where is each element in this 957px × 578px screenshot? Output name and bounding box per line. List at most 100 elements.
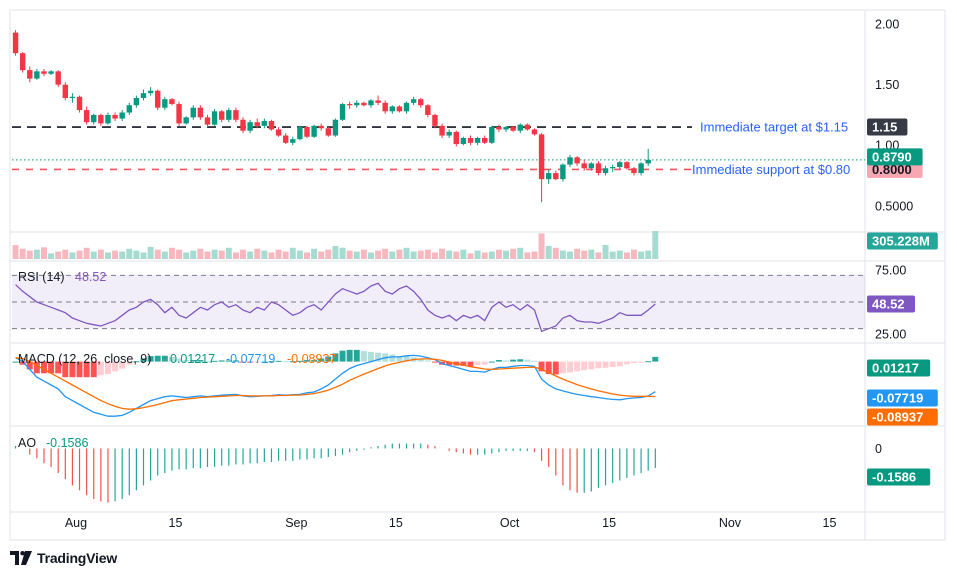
candle-body — [410, 99, 417, 103]
rsi-pane — [12, 274, 865, 333]
macd-histogram-bar — [119, 361, 126, 369]
macd-histogram-bar — [538, 361, 545, 372]
candle-body — [226, 110, 232, 120]
candle-body — [12, 32, 19, 54]
last-price-badge-bg — [867, 148, 923, 166]
macd-signal-badge-bg — [867, 408, 938, 426]
candle-body — [368, 100, 374, 106]
macd-histogram-bar — [332, 353, 339, 362]
macd-histogram-bar — [581, 361, 588, 371]
volume-bar — [211, 249, 218, 259]
volume-badge: 305.228M — [867, 232, 938, 250]
tradingview-logo-icon — [10, 551, 32, 565]
labels: Immediate target at $1.15 1.15 Immediate s… — [18, 118, 938, 486]
candle-body — [190, 107, 196, 118]
volume-bar — [367, 252, 374, 259]
price-tick-label: 1.50 — [875, 78, 899, 92]
macd-histogram-bar — [190, 360, 197, 362]
candle-body — [553, 173, 559, 180]
candle-body — [261, 121, 268, 126]
candle-body — [439, 125, 445, 136]
candle-body — [446, 131, 452, 136]
macd-histogram-bar — [240, 361, 247, 363]
volume-bar — [446, 250, 453, 259]
candle-body — [62, 84, 69, 98]
macd-histogram-bar — [481, 361, 488, 365]
candle-body — [567, 157, 573, 165]
volume-badge-text: 305.228M — [872, 234, 930, 249]
candle-body — [638, 163, 644, 174]
candle-body — [282, 135, 289, 143]
macd-histogram-bar — [396, 356, 403, 362]
volume-bar — [282, 251, 289, 259]
volume-bar — [652, 231, 659, 259]
candle-body — [453, 131, 459, 145]
volume-bar — [375, 250, 382, 259]
macd-value: -0.07719 — [226, 352, 275, 366]
candle-body — [403, 102, 410, 112]
rsi-badge-bg — [867, 295, 915, 313]
macd-hist-badge: 0.01217 — [867, 359, 931, 377]
volume-bar — [197, 248, 204, 259]
macd-histogram-bar — [325, 356, 332, 362]
candle-body — [581, 163, 587, 169]
volume-pane — [12, 231, 659, 259]
time-tick-label: Sep — [285, 516, 307, 530]
volume-bar — [204, 251, 211, 259]
brand-name: TradingView — [37, 550, 118, 566]
macd-line-badge: -0.07719 — [867, 389, 938, 407]
volume-bar — [41, 247, 47, 259]
candle-body — [304, 127, 310, 137]
macd-histogram-bar — [90, 361, 97, 378]
volume-bar — [140, 252, 147, 259]
candle-body — [105, 114, 111, 124]
macd-histogram-bar — [346, 349, 353, 362]
volume-bar — [488, 251, 495, 259]
macd-histogram-bar — [97, 361, 104, 376]
candle-body — [609, 167, 616, 169]
macd-histogram-bar — [559, 361, 566, 374]
candle-body — [19, 53, 26, 71]
candle-body — [48, 71, 54, 74]
macd-histogram-bar — [133, 361, 140, 363]
candle-body — [126, 105, 132, 113]
macd-histogram-bar — [503, 360, 510, 362]
macd-histogram-bar — [104, 361, 111, 375]
candle-body — [418, 99, 424, 106]
volume-bar — [481, 252, 488, 259]
price-tick-label: 2.00 — [875, 18, 899, 32]
candle-body — [531, 129, 538, 135]
candle-body — [233, 110, 239, 120]
candle-body — [496, 127, 502, 130]
volume-bar — [33, 249, 40, 259]
macd-histogram-bar — [154, 355, 161, 362]
candle-body — [318, 125, 324, 129]
price-tick-label: 0.5000 — [875, 199, 913, 213]
macd-histogram-bar — [218, 360, 225, 362]
rsi-badge-text: 48.52 — [872, 296, 905, 311]
volume-bar — [133, 250, 140, 259]
macd-histogram-bar — [403, 356, 410, 362]
macd-histogram-bar — [204, 361, 211, 363]
volume-bar — [638, 251, 645, 259]
volume-bar — [318, 251, 325, 259]
volume-bar — [552, 247, 559, 259]
volume-bar — [360, 249, 367, 259]
volume-bar — [495, 249, 502, 259]
volume-bar — [645, 250, 652, 259]
price-pane — [12, 30, 865, 203]
volume-bar — [55, 251, 62, 259]
macd-histogram-bar — [645, 361, 652, 363]
macd-histogram-bar — [389, 354, 396, 362]
macd-histogram-bar — [12, 361, 19, 363]
macd-hist-badge-bg — [867, 359, 931, 377]
volume-bar — [154, 249, 161, 259]
volume-badge-bg — [867, 232, 938, 250]
volume-bar — [396, 249, 403, 259]
volume-bar — [225, 247, 232, 259]
candle-body — [162, 99, 168, 108]
signal-line — [15, 357, 656, 410]
macd-histogram-bar — [474, 361, 481, 366]
volume-bar — [119, 251, 126, 259]
macd-histogram-bar — [225, 360, 232, 362]
